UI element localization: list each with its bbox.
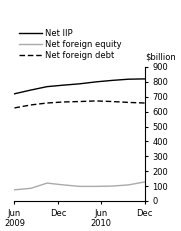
Text: $billion: $billion (145, 52, 176, 61)
Legend: Net IIP, Net foreign equity, Net foreign debt: Net IIP, Net foreign equity, Net foreign… (19, 29, 122, 60)
